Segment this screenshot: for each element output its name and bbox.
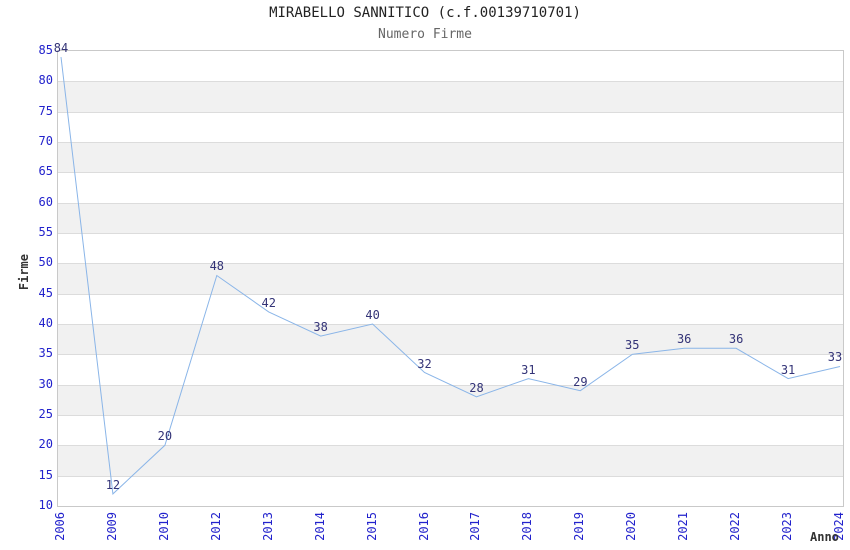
- data-point-label: 42: [261, 295, 276, 310]
- x-tick-label: 2015: [364, 512, 379, 541]
- y-tick-label: 80: [38, 73, 53, 88]
- x-tick-label: 2012: [208, 512, 223, 541]
- x-tick-label: 2013: [260, 512, 275, 541]
- plot-area: [57, 50, 844, 507]
- data-point-label: 36: [676, 332, 692, 347]
- grid-band: [58, 51, 843, 82]
- y-tick-label: 40: [38, 316, 53, 330]
- x-tick-label: 2017: [468, 512, 483, 541]
- data-point-label: 40: [365, 308, 380, 322]
- data-point-label: 31: [780, 362, 796, 377]
- y-tick-label: 60: [38, 194, 53, 209]
- y-tick-label: 85: [38, 43, 53, 57]
- y-tick-label: 35: [38, 346, 53, 361]
- gridline: [58, 81, 843, 83]
- grid-band: [58, 384, 843, 415]
- data-point-label: 20: [157, 429, 173, 444]
- data-point-label: 48: [209, 259, 225, 274]
- chart-title: MIRABELLO SANNITICO (c.f.00139710701): [269, 5, 581, 21]
- x-tick-label: 2020: [624, 512, 639, 541]
- gridline: [58, 415, 843, 416]
- grid-band: [58, 354, 843, 385]
- gridline: [58, 142, 843, 143]
- x-tick-label: 2016: [416, 512, 431, 541]
- grid-band: [58, 202, 843, 233]
- data-point-label: 29: [573, 374, 588, 389]
- x-tick-label: 2006: [53, 512, 67, 541]
- grid-band: [58, 324, 843, 355]
- gridline: [58, 445, 843, 447]
- data-point-label: 32: [417, 356, 432, 371]
- grid-band: [58, 415, 843, 446]
- gridline: [58, 324, 843, 325]
- series-polyline: [60, 57, 841, 495]
- data-point-label: 35: [625, 338, 640, 353]
- grid-band: [58, 263, 843, 294]
- gridline: [58, 202, 843, 204]
- grid-band: [58, 111, 843, 142]
- grid-band: [58, 233, 843, 264]
- y-axis-title: Firme: [17, 254, 31, 291]
- y-tick-label: 15: [38, 467, 53, 482]
- gridline: [58, 172, 843, 174]
- x-axis-title: Anno: [810, 530, 839, 544]
- gridline: [58, 475, 843, 477]
- chart-subtitle: Numero Firme: [378, 27, 472, 42]
- data-point-label: 28: [469, 380, 484, 395]
- x-tick-label: 2019: [572, 512, 587, 541]
- x-tick-label: 2018: [520, 512, 535, 541]
- grid-band: [58, 142, 843, 173]
- y-tick-label: 20: [38, 437, 53, 452]
- data-point-label: 38: [313, 320, 328, 335]
- x-tick-label: 2022: [728, 512, 743, 541]
- x-tick-label: 2021: [676, 512, 691, 541]
- y-tick-label: 70: [38, 134, 53, 148]
- gridline: [58, 233, 843, 234]
- y-tick-label: 45: [38, 285, 53, 300]
- x-tick-label: 2023: [780, 512, 795, 541]
- gridline: [58, 263, 843, 265]
- y-tick-label: 55: [38, 225, 53, 239]
- data-point-label: 36: [728, 332, 744, 347]
- y-tick-label: 65: [38, 164, 53, 179]
- y-tick-label: 50: [38, 255, 53, 270]
- series-line-svg: [60, 57, 841, 495]
- data-point-label: 12: [105, 477, 121, 492]
- gridline: [58, 293, 843, 295]
- y-tick-label: 75: [38, 103, 53, 118]
- data-point-label: 33: [827, 350, 843, 365]
- grid-band: [58, 475, 843, 506]
- grid-band: [58, 293, 843, 324]
- x-tick-label: 2009: [104, 512, 119, 541]
- data-point-label: 84: [53, 41, 69, 56]
- data-point-label: 31: [521, 362, 536, 377]
- grid-band: [58, 172, 843, 203]
- grid-band: [58, 81, 843, 112]
- x-tick-label: 2014: [312, 512, 327, 541]
- gridline: [58, 111, 843, 113]
- gridline: [58, 354, 843, 356]
- y-tick-label: 10: [38, 498, 53, 512]
- y-tick-label: 30: [38, 376, 53, 391]
- y-tick-label: 25: [38, 407, 53, 421]
- grid-band: [58, 445, 843, 476]
- x-tick-label: 2010: [156, 512, 171, 541]
